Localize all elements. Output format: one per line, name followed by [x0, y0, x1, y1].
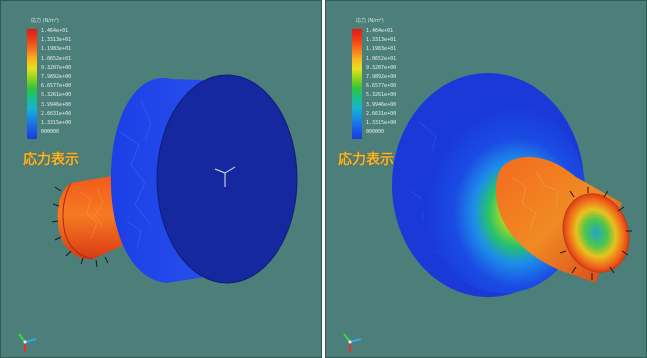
legend-value: 2.6631e+00 [41, 110, 72, 117]
legend-color-bar [27, 29, 37, 139]
legend-value: 1.3313e+01 [366, 37, 397, 44]
shaft-right [496, 156, 630, 283]
legend-value: 9.3207e+00 [366, 64, 397, 71]
legend-title: 応力 (N/m²) [356, 18, 384, 24]
legend-value: 1.464e+01 [41, 28, 69, 34]
legend-values: 1.464e+01 1.3313e+01 1.1983e+01 1.0652e+… [366, 27, 396, 137]
axis-triad-icon [18, 333, 37, 352]
viewport-right[interactable]: 応力 (N/m²) 1.464e+01 1.3313e+01 1.1983e+0… [325, 0, 647, 358]
legend-value: 3.9946e+00 [41, 101, 72, 108]
legend-value: 2.6631e+00 [366, 110, 397, 117]
legend-value: 1.1983e+01 [366, 46, 397, 53]
legend-value: 1.1983e+01 [41, 46, 72, 53]
legend-value: 7.9892e+00 [41, 73, 72, 80]
disk-face-left [157, 75, 297, 283]
legend-title: 応力 (N/m²) [31, 18, 59, 24]
legend-value: 3.9946e+00 [366, 101, 397, 108]
model-right [392, 73, 632, 297]
legend-value: 5.3261e+00 [366, 92, 397, 99]
legend-value: 9.3207e+00 [41, 64, 72, 71]
legend-values: 1.464e+01 1.3313e+01 1.1983e+01 1.0652e+… [41, 27, 71, 137]
center-axis-marker-left [214, 166, 236, 187]
boundary-markers-left [51, 186, 109, 268]
shaft-end-face [563, 193, 629, 273]
legend-value: 1.464e+01 [366, 28, 394, 34]
legend-value: 6.6577e+00 [41, 83, 72, 90]
disk-left [110, 74, 298, 284]
axis-triad-icon [343, 333, 362, 352]
legend-value: 1.3315e+00 [41, 119, 72, 126]
stress-display-label: 応力表示 [338, 152, 394, 168]
legend-value: 1.0652e+01 [366, 55, 397, 62]
legend-value: 1.3315e+00 [366, 119, 397, 126]
model-left [51, 74, 298, 284]
stress-display-label: 応力表示 [23, 152, 79, 168]
legend-value: 1.0652e+01 [41, 55, 72, 62]
legend-value: 000000 [366, 129, 385, 136]
legend-color-bar [352, 29, 362, 139]
boundary-markers-right [559, 187, 632, 280]
legend-value: 7.9892e+00 [366, 73, 397, 80]
viewport-left[interactable]: 応力 (N/m²) 1.464e+01 1.3313e+01 1.1983e+0… [0, 0, 322, 358]
legend-value: 5.3261e+00 [41, 92, 72, 99]
legend-value: 1.3313e+01 [41, 37, 72, 44]
legend-value: 6.6577e+00 [366, 83, 397, 90]
legend-value: 000000 [41, 129, 60, 136]
